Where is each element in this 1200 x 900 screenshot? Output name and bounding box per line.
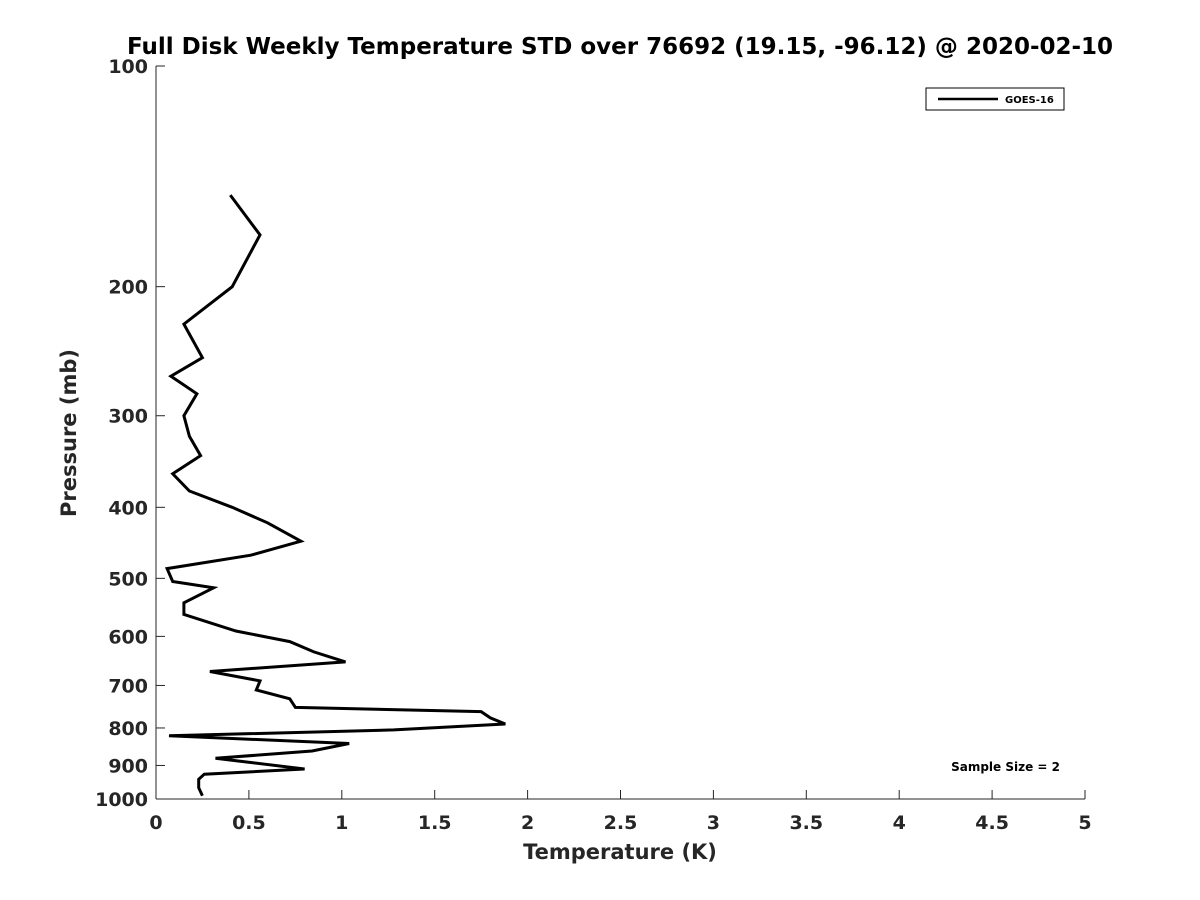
- y-tick-label: 900: [108, 755, 148, 777]
- series-lines: [164, 194, 506, 797]
- x-tick-label: 1.5: [418, 812, 452, 834]
- y-tick-label: 400: [108, 497, 148, 519]
- chart-title: Full Disk Weekly Temperature STD over 76…: [127, 34, 1113, 60]
- x-tick-label: 3.5: [789, 812, 823, 834]
- y-axis-ticks: 100 200 300 400 500 600 700 800 900 1000: [95, 56, 165, 811]
- y-tick-label: 500: [108, 568, 148, 590]
- y-tick-label: 600: [108, 626, 148, 648]
- x-tick-label: 3: [707, 812, 720, 834]
- y-axis-title: Pressure (mb): [57, 349, 81, 517]
- x-tick-label: 2: [521, 812, 534, 834]
- y-tick-label: 1000: [95, 789, 148, 811]
- x-tick-label: 4.5: [975, 812, 1009, 834]
- x-axis-ticks: 0 0.5 1 1.5 2 2.5 3 3.5 4 4.5 5: [149, 790, 1092, 834]
- series-line-GOES-16: [164, 194, 506, 797]
- x-tick-label: 5: [1078, 812, 1091, 834]
- x-tick-label: 2.5: [604, 812, 638, 834]
- x-tick-label: 4: [893, 812, 906, 834]
- y-tick-label: 200: [108, 277, 148, 299]
- sample-size-annotation: Sample Size = 2: [951, 760, 1060, 774]
- y-tick-label: 100: [108, 56, 148, 78]
- x-tick-label: 1: [335, 812, 348, 834]
- y-tick-label: 800: [108, 718, 148, 740]
- legend-label: GOES-16: [1005, 95, 1054, 106]
- y-tick-label: 700: [108, 675, 148, 697]
- x-tick-label: 0: [149, 812, 162, 834]
- x-axis-title: Temperature (K): [523, 840, 717, 864]
- x-tick-label: 0.5: [232, 812, 266, 834]
- legend: GOES-16: [925, 87, 1065, 111]
- y-tick-label: 300: [108, 406, 148, 428]
